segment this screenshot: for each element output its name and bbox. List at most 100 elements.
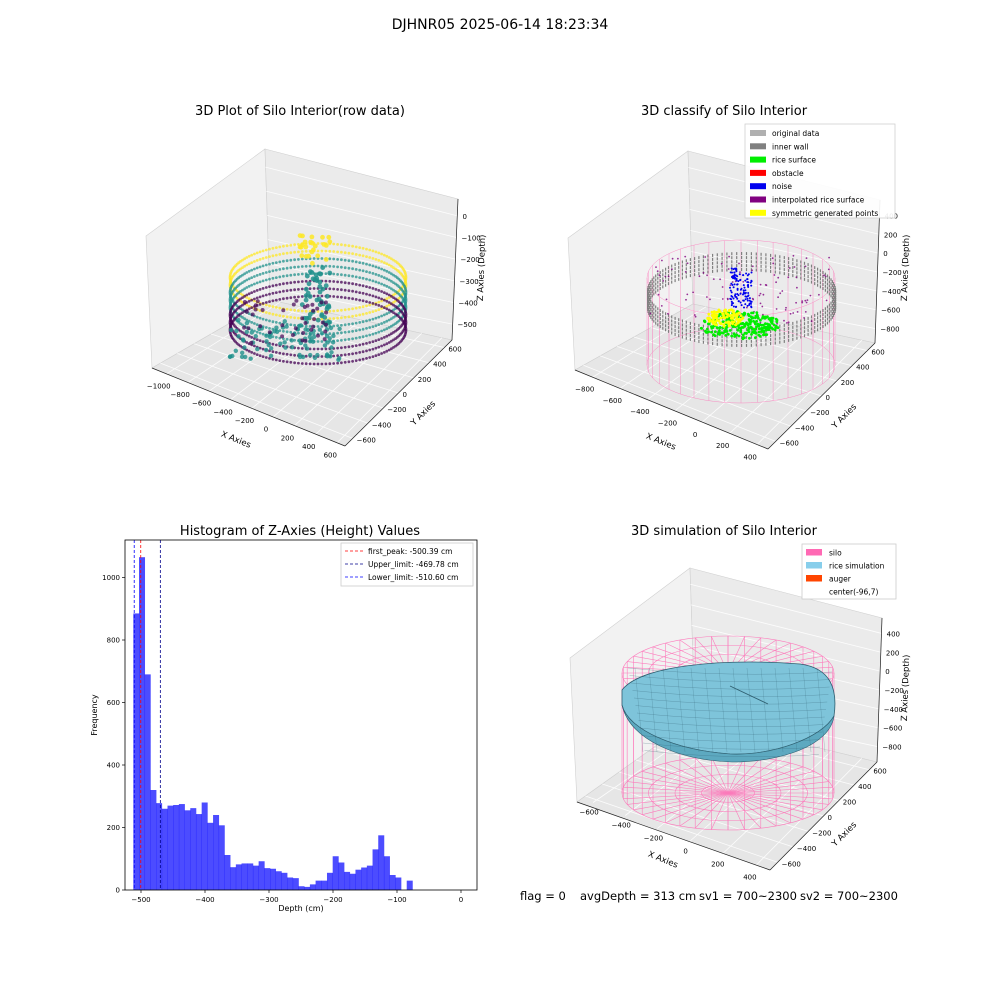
plot1-point — [264, 303, 268, 307]
plot2-inner-wall-point — [745, 260, 748, 264]
plot2-interpolated-point — [738, 262, 740, 265]
plot1-point — [308, 264, 312, 268]
plot1-point — [368, 263, 372, 267]
plot2-interpolated-point — [693, 314, 696, 316]
plot1-point — [278, 290, 282, 294]
plot1-point — [324, 362, 328, 366]
plot1-point — [387, 348, 391, 352]
plot2-inner-wall-point — [659, 309, 661, 312]
plot2-inner-wall-point — [792, 325, 794, 329]
plot2-noise-point — [735, 274, 738, 277]
plot2-inner-wall-point — [826, 305, 829, 309]
plot1-point — [304, 264, 308, 268]
plot1-point — [385, 299, 389, 303]
plot1-point — [250, 351, 254, 354]
plot1-point — [258, 339, 262, 342]
plot1-point — [241, 296, 244, 299]
plot2-interpolated-point — [727, 268, 730, 270]
plot1-point — [380, 299, 383, 303]
plot1-point — [385, 312, 389, 316]
plot1-zlabel: Z Axies (Depth) — [476, 234, 488, 301]
plot1-point — [387, 318, 391, 322]
plot1-point — [385, 304, 389, 308]
plot2-inner-wall-point — [716, 269, 718, 273]
plot2-inner-wall-point — [814, 321, 816, 325]
plot2-rice-surface-point — [717, 331, 721, 334]
plot2-y-tick-label: 200 — [841, 379, 854, 387]
plot1-point — [365, 255, 368, 258]
plot1-point — [247, 284, 251, 288]
plot4-z-tick-label: −600 — [883, 725, 902, 733]
plot4-gridline-z — [690, 604, 882, 653]
plot1-point — [385, 269, 389, 273]
plot4-z-tick-label: −200 — [885, 687, 904, 695]
plot2-xlabel: X Axies — [644, 432, 677, 453]
plot4-rice-surface-side — [621, 704, 835, 763]
plot2-inner-wall-point — [736, 343, 738, 347]
plot1-point — [290, 333, 295, 337]
plot1-point — [266, 342, 271, 348]
plot2-legend-swatch — [750, 196, 766, 203]
plot1-point — [347, 322, 351, 326]
plot1-point — [361, 246, 365, 250]
plot2-interpolated-point — [773, 274, 776, 276]
plot2-interpolated-point — [806, 299, 809, 301]
plot2-inner-wall-point — [665, 316, 667, 320]
plot2-inner-wall-point — [655, 313, 657, 317]
plot2-inner-wall-point — [834, 310, 836, 313]
plot2-inner-wall-point — [755, 268, 757, 272]
plot2-inner-wall-point — [779, 271, 781, 275]
plot2-inner-wall-point — [726, 260, 728, 264]
plot2-inner-wall-point — [667, 282, 670, 286]
plot1-y-tick-label: −600 — [357, 436, 376, 444]
plot1-point — [245, 256, 249, 259]
plot2-inner-wall-point — [810, 280, 813, 284]
plot2-symmetric-point — [715, 310, 718, 314]
plot2-inner-wall-point — [833, 311, 835, 315]
plot2-inner-wall-point — [662, 326, 664, 330]
plot2-inner-wall-point — [726, 331, 728, 335]
plot2-inner-wall-point — [659, 271, 661, 274]
plot1-point — [310, 260, 315, 266]
plot1-point — [368, 356, 372, 359]
plot2-rice-surface-point — [736, 328, 740, 332]
plot2-inner-wall-point — [694, 326, 696, 330]
plot2-inner-wall-point — [810, 323, 813, 327]
plot1-gridline-x — [312, 333, 422, 438]
plot2-inner-wall-point — [678, 322, 680, 326]
plot1-point — [354, 351, 358, 355]
plot1-point — [380, 329, 383, 333]
plot2-inner-wall-point — [826, 286, 829, 290]
plot2-inner-wall-point — [783, 327, 785, 331]
plot2-inner-wall-point — [803, 330, 806, 334]
plot4-silo-bottom-spoke — [627, 792, 729, 805]
plot2-inner-wall-point — [828, 307, 830, 311]
plot1-point — [324, 293, 330, 299]
plot2-inner-wall-point — [800, 327, 802, 331]
plot2-interpolated-point — [684, 255, 687, 258]
plot2-noise-point — [733, 277, 736, 280]
plot2-symmetric-point — [714, 320, 718, 323]
plot1-point — [241, 288, 244, 292]
plot1-gridline-y — [177, 353, 369, 424]
plot2-noise-point — [742, 299, 745, 302]
plot1-point — [272, 329, 277, 334]
plot2-gridline-x — [643, 317, 759, 403]
plot1-point — [392, 281, 395, 284]
plot1-point — [285, 307, 289, 311]
plot1-point — [311, 334, 317, 339]
plot1-point — [392, 331, 395, 334]
plot1-point — [368, 326, 372, 329]
plot2-inner-wall-point — [741, 252, 743, 255]
plot2-inner-wall-point — [822, 317, 824, 320]
plot2-inner-wall-point — [653, 319, 655, 323]
plot1-point — [394, 322, 397, 325]
plot2-inner-wall-point — [788, 330, 790, 334]
plot2-inner-wall-point — [810, 268, 813, 272]
plot2-legend-swatch — [750, 130, 766, 136]
plot2-inner-wall-point — [779, 267, 781, 271]
plot1-point — [354, 245, 358, 249]
plot1-point — [361, 350, 365, 354]
plot2-inner-wall-point — [736, 252, 738, 256]
plot2-inner-wall-point — [649, 282, 651, 286]
